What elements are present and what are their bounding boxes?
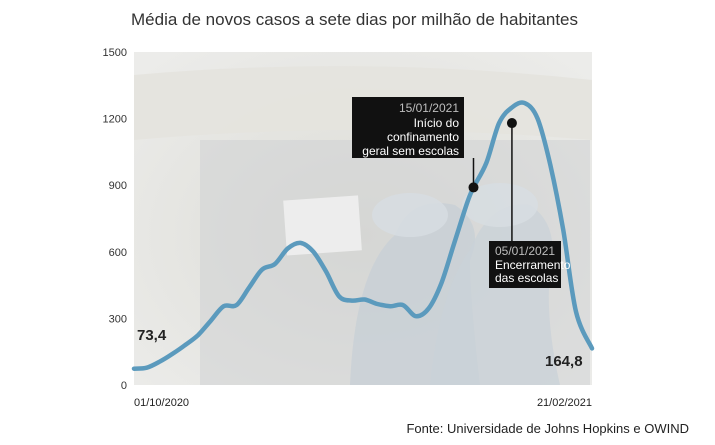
y-tick-label: 300	[109, 313, 127, 325]
annotation-date: 15/01/2021	[399, 101, 459, 115]
y-tick-label: 900	[109, 180, 127, 192]
source-note: Fonte: Universidade de Johns Hopkins e O…	[406, 421, 689, 436]
y-tick-label: 1500	[103, 47, 127, 59]
y-tick-label: 600	[109, 247, 127, 259]
x-tick-label: 21/02/2021	[537, 397, 592, 409]
annotation-marker	[506, 118, 517, 129]
data-label: 164,8	[545, 353, 583, 370]
x-axis: 01/10/2020 21/02/2021	[134, 397, 592, 409]
annotation-text: confinamento	[387, 130, 459, 144]
annotation-box	[352, 97, 464, 158]
annotation-box	[489, 241, 561, 288]
y-axis: 0 300 600 900 1200 1500	[103, 47, 127, 392]
annotation-marker	[468, 182, 479, 193]
x-tick-label: 01/10/2020	[134, 397, 189, 409]
data-labels-group: 73,4 164,8	[137, 327, 583, 370]
y-tick-label: 1200	[103, 114, 127, 126]
data-label: 73,4	[137, 327, 167, 344]
background-photo	[134, 52, 592, 385]
series-group	[131, 100, 595, 371]
annotation-text: das escolas	[495, 271, 558, 285]
series-line	[131, 100, 595, 371]
annotation-date: 05/01/2021	[495, 244, 555, 258]
y-tick-label: 0	[121, 380, 127, 392]
annotation-text: geral sem escolas	[362, 144, 459, 158]
annotation-text: Início do	[414, 116, 460, 130]
annotation-text: Encerramento	[495, 258, 571, 272]
chart-title: Média de novos casos a sete dias por mil…	[131, 10, 578, 29]
